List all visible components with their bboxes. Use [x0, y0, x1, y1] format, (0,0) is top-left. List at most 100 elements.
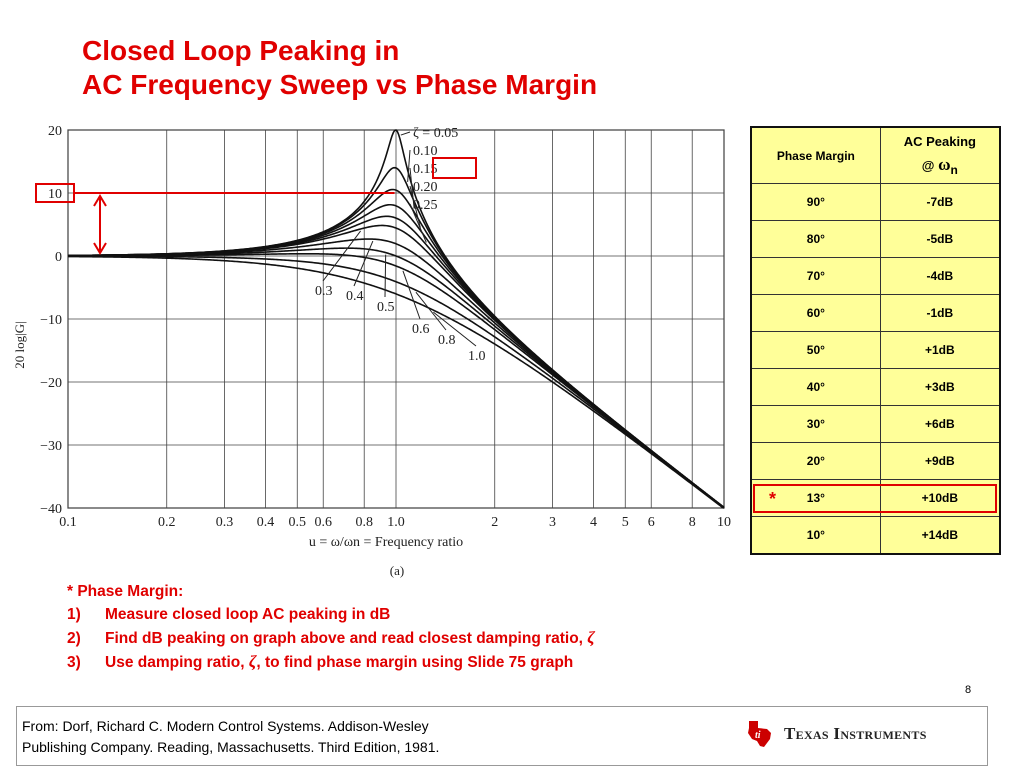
table-row: 40° +3dB: [750, 368, 1001, 406]
peak-cell: +6dB: [879, 405, 1001, 443]
note-item-3: 3) Use damping ratio, ζ, to find phase ma…: [67, 650, 595, 674]
series-labels: ζ = 0.05 0.10 0.15 0.20 0.25 0.3 0.4 0.5 0.6 0.8 1…: [315, 126, 486, 364]
chart-caption: (a): [390, 563, 404, 578]
x-tick-label: 8: [689, 515, 696, 530]
table-row: 20° +9dB: [750, 442, 1001, 480]
note-text: Measure closed loop AC peaking in dB: [105, 606, 391, 623]
zeta-symbol: ζ: [248, 652, 257, 671]
note-text-after: , to find phase margin using Slide 75 gr…: [256, 654, 574, 671]
peak-cell: +10dB: [879, 479, 1001, 517]
zeta-symbol: ζ: [587, 628, 595, 647]
peak-cell: -5dB: [879, 220, 1001, 258]
curve-zeta: [68, 255, 725, 509]
peak-cell: +1dB: [879, 331, 1001, 369]
series-label: 0.20: [413, 180, 438, 195]
series-label: 0.15: [413, 162, 438, 177]
series-pointer: [409, 185, 421, 228]
series-pointer: [415, 291, 447, 331]
y-tick-label: 0: [55, 250, 62, 265]
header-phase-margin: Phase Margin: [750, 126, 881, 184]
x-tick-label: 10: [717, 515, 731, 530]
x-tick-label: 0.8: [355, 515, 373, 530]
note-number: 2): [67, 630, 81, 647]
note-text: Find dB peaking on graph above and read …: [105, 630, 588, 647]
notes-heading: * Phase Margin:: [67, 583, 184, 600]
series-label: 0.25: [413, 198, 438, 213]
pm-cell: 40°: [750, 368, 881, 406]
series-label: 0.4: [346, 289, 364, 304]
pm-cell: 60°: [750, 294, 881, 332]
series-label: 0.10: [413, 144, 438, 159]
peak-cell: -4dB: [879, 257, 1001, 295]
series-pointer: [407, 149, 411, 182]
x-tick-label: 5: [622, 515, 629, 530]
header-ac-peaking-label: AC Peaking: [903, 134, 976, 149]
peak-cell: +3dB: [879, 368, 1001, 406]
curve-zeta: [68, 252, 725, 509]
y-tick-label: −20: [40, 376, 62, 391]
source-line-2: Publishing Company. Reading, Massachuset…: [22, 739, 440, 755]
series-pointer: [402, 270, 421, 320]
omega-subscript: n: [950, 163, 958, 177]
x-tick-label: 0.1: [59, 515, 77, 530]
table-row: 70° -4dB: [750, 257, 1001, 295]
arrow-head-up: [93, 194, 107, 207]
x-tick-label: 0.5: [289, 515, 307, 530]
x-tick-labels: 0.1 0.2 0.3 0.4 0.5 0.6 0.8 1.0 2 3 4 5 6 8 10: [59, 515, 731, 530]
x-tick-label: 0.2: [158, 515, 176, 530]
table-row: 80° -5dB: [750, 220, 1001, 258]
slide-title: Closed Loop Peaking in AC Frequency Swee…: [82, 34, 597, 102]
ti-logo-text: Texas Instruments: [784, 724, 927, 743]
pm-cell: 90°: [750, 183, 881, 221]
note-number: 3): [67, 654, 81, 671]
pm-cell: 10°: [750, 516, 881, 555]
y-tick-label: −10: [40, 313, 62, 328]
series-pointer: [409, 203, 427, 243]
page-number: 8: [965, 684, 972, 696]
phase-margin-table: Phase Margin AC Peaking @ ωn 90° -7dB 80°…: [750, 126, 1001, 555]
x-tick-label: 2: [491, 515, 498, 530]
table-row: 10° +14dB: [750, 516, 1001, 555]
title-line-2: AC Frequency Sweep vs Phase Margin: [82, 69, 598, 100]
note-number: 1): [67, 606, 81, 623]
series-label: 1.0: [468, 349, 486, 364]
peak-cell: +14dB: [879, 516, 1001, 555]
y-axis-label: 20 log|G|: [12, 321, 27, 368]
arrow-head-down: [93, 242, 107, 255]
chart-svg: 0.1 0.2 0.3 0.4 0.5 0.6 0.8 1.0 2 3 4 5 6 8 10 20 10 0 −1…: [12, 124, 731, 578]
omega-symbol: ω: [938, 155, 951, 174]
y-tick-label: 20: [48, 124, 62, 139]
chart-annotations: [35, 157, 477, 255]
series-pointer: [384, 254, 387, 298]
bode-magnitude-chart: 0.1 0.2 0.3 0.4 0.5 0.6 0.8 1.0 2 3 4 5 6 8 10 20 10 0 −1…: [0, 110, 740, 580]
table-row: 50° +1dB: [750, 331, 1001, 369]
peak-cell: -7dB: [879, 183, 1001, 221]
note-item-1: 1) Measure closed loop AC peaking in dB: [67, 603, 595, 626]
footer-box: [16, 706, 988, 766]
x-axis-label: u = ω/ωn = Frequency ratio: [309, 535, 463, 550]
x-tick-label: 0.6: [314, 515, 332, 530]
y-tick-labels: 20 10 0 −10 −20 −30 −40: [40, 124, 62, 517]
source-line-1: From: Dorf, Richard C. Modern Control Sy…: [22, 718, 429, 734]
pm-cell: 30°: [750, 405, 881, 443]
instructions: * Phase Margin: 1) Measure closed loop AC…: [67, 580, 595, 674]
highlight-asterisk: *: [769, 489, 777, 509]
curve-zeta: [67, 255, 725, 509]
header-at: @: [921, 158, 935, 173]
header-ac-peaking: AC Peaking @ ωn: [879, 126, 1001, 184]
header-at-omega: @ ωn: [881, 155, 999, 177]
highlight-box-zeta: [432, 157, 477, 179]
texas-state-icon: ti: [748, 721, 771, 747]
series-label: 0.8: [438, 333, 456, 348]
y-tick-label: −40: [40, 502, 62, 517]
x-tick-label: 0.3: [216, 515, 234, 530]
chart-grid: [67, 129, 725, 509]
svg-text:ti: ti: [755, 730, 761, 741]
table-row: 90° -7dB: [750, 183, 1001, 221]
chart-curves: [67, 129, 725, 509]
x-tick-label: 0.4: [257, 515, 275, 530]
table-row: 60° -1dB: [750, 294, 1001, 332]
peak-cell: +9dB: [879, 442, 1001, 480]
y-tick-label: −30: [40, 439, 62, 454]
source-citation: From: Dorf, Richard C. Modern Control Sy…: [22, 716, 439, 758]
